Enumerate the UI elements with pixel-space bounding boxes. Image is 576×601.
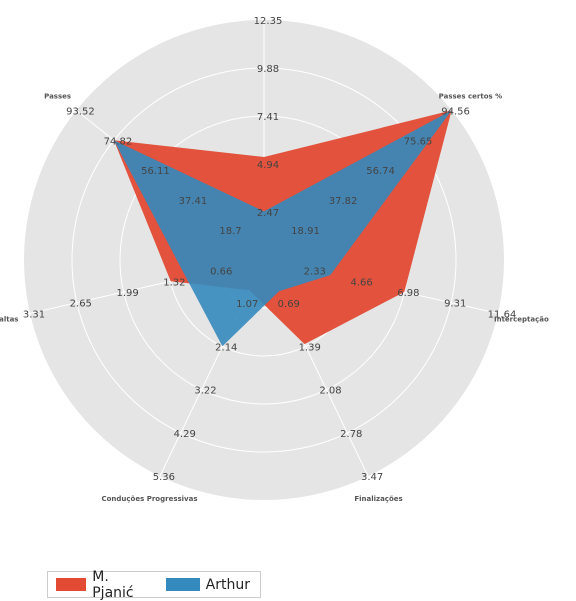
tick-label-6-0: 18.7 xyxy=(219,226,241,237)
tick-label-3-4: 3.47 xyxy=(361,472,383,483)
legend-swatch-pjanic xyxy=(56,578,86,591)
tick-label-3-2: 2.08 xyxy=(319,386,341,397)
tick-label-6-3: 74.82 xyxy=(104,136,133,147)
tick-label-0-0: 2.47 xyxy=(257,208,279,219)
tick-label-6-4: 93.52 xyxy=(66,106,95,117)
tick-label-0-4: 12.35 xyxy=(254,16,283,27)
tick-label-1-1: 37.82 xyxy=(329,196,358,207)
legend-label-pjanic: M. Pjanić xyxy=(92,569,147,601)
tick-label-0-3: 9.88 xyxy=(257,64,279,75)
axis-label-3: Finalizações xyxy=(354,495,402,503)
tick-label-6-1: 37.41 xyxy=(179,196,208,207)
tick-label-4-0: 1.07 xyxy=(236,299,258,310)
tick-label-5-1: 1.32 xyxy=(163,277,185,288)
legend-swatch-arthur xyxy=(166,578,200,591)
tick-label-1-4: 94.56 xyxy=(441,106,470,117)
legend-item-pjanic: M. Pjanić xyxy=(56,569,158,601)
legend-label-arthur: Arthur xyxy=(206,577,250,593)
axis-label-0: Desarmes certos xyxy=(231,0,297,1)
tick-label-5-3: 2.65 xyxy=(70,299,92,310)
tick-label-0-2: 7.41 xyxy=(257,112,279,123)
tick-label-4-2: 3.22 xyxy=(194,386,216,397)
tick-label-1-2: 56.74 xyxy=(366,166,395,177)
tick-label-5-0: 0.66 xyxy=(210,267,232,278)
tick-label-3-3: 2.78 xyxy=(340,429,362,440)
axis-label-5: Faltas xyxy=(0,316,18,324)
tick-label-4-4: 5.36 xyxy=(153,472,175,483)
tick-label-1-0: 18.91 xyxy=(291,226,320,237)
tick-label-2-0: 2.33 xyxy=(304,267,326,278)
tick-label-2-1: 4.66 xyxy=(350,277,372,288)
tick-label-4-1: 2.14 xyxy=(215,343,237,354)
axis-label-2: Interceptação xyxy=(494,316,549,324)
tick-label-1-3: 75.65 xyxy=(404,136,433,147)
tick-label-6-2: 56.11 xyxy=(141,166,170,177)
tick-label-0-1: 4.94 xyxy=(257,160,279,171)
tick-label-2-2: 6.98 xyxy=(397,288,419,299)
axis-label-1: Passes certos % xyxy=(439,92,502,100)
tick-label-2-3: 9.31 xyxy=(444,299,466,310)
tick-label-4-3: 4.29 xyxy=(174,429,196,440)
tick-label-3-0: 0.69 xyxy=(278,299,300,310)
axis-label-6: Passes xyxy=(44,92,71,100)
tick-label-5-2: 1.99 xyxy=(116,288,138,299)
legend-item-arthur: Arthur xyxy=(166,577,260,593)
legend: M. Pjanić Arthur xyxy=(47,571,261,598)
axis-label-4: Conduções Progressivas xyxy=(101,495,197,503)
tick-label-3-1: 1.39 xyxy=(299,343,321,354)
tick-label-5-4: 3.31 xyxy=(23,309,45,320)
